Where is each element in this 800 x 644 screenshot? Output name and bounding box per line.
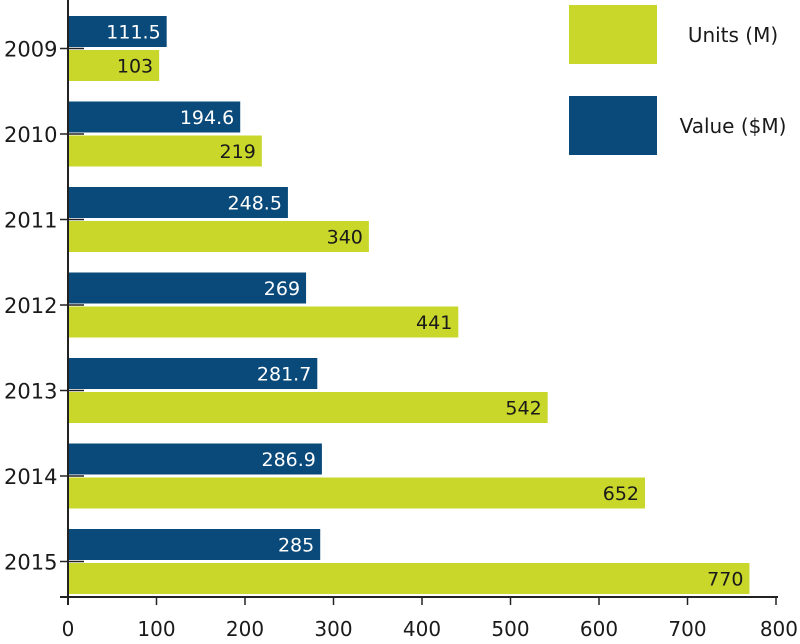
data-label-units-2011: 340 (327, 227, 363, 249)
category-label-2013: 2013 (4, 380, 57, 404)
x-tick-label-500: 500 (491, 617, 529, 641)
bar-value-2009 (68, 16, 167, 47)
legend: Units (M) Value ($M) (569, 5, 786, 155)
data-label-value-2010: 194.6 (180, 107, 234, 129)
bar-value-2010 (68, 101, 241, 133)
category-label-2014: 2014 (4, 465, 57, 489)
data-label-units-2015: 770 (707, 569, 743, 591)
bar-value-2014 (68, 443, 322, 475)
x-tick-label-100: 100 (137, 617, 175, 641)
x-tick-label-200: 200 (226, 617, 264, 641)
x-tick-label-0: 0 (62, 617, 75, 641)
data-label-units-2014: 652 (603, 483, 639, 505)
bar-units-2011 (68, 221, 369, 252)
bar-units-2014 (68, 477, 646, 509)
x-tick-label-700: 700 (668, 617, 706, 641)
data-label-value-2009: 111.5 (106, 22, 160, 44)
legend-label-0: Value ($M) (680, 114, 787, 138)
category-label-2010: 2010 (4, 123, 57, 147)
bars-layer: 111.5 103 194.6 219 248.5 340 269 441 281.7 542 28… (68, 16, 750, 594)
legend-label-1: Units (M) (688, 23, 778, 47)
data-label-units-2010: 219 (220, 141, 256, 163)
bar-units-2013 (68, 392, 548, 423)
data-label-value-2011: 248.5 (228, 193, 282, 215)
bar-units-2012 (68, 306, 459, 338)
category-label-2011: 2011 (4, 209, 57, 233)
x-tick-label-800: 800 (760, 617, 798, 641)
data-label-value-2012: 269 (264, 278, 300, 300)
legend-swatch-0 (569, 96, 657, 155)
bar-value-2012 (68, 272, 307, 304)
data-label-value-2015: 285 (278, 535, 314, 557)
legend-swatch-1 (569, 5, 657, 64)
category-label-2015: 2015 (4, 551, 57, 575)
data-label-units-2012: 441 (416, 312, 452, 334)
data-label-units-2009: 103 (117, 56, 153, 78)
x-tick-label-300: 300 (314, 617, 352, 641)
bar-value-2013 (68, 358, 318, 389)
category-label-2009: 2009 (4, 38, 57, 62)
data-label-value-2013: 281.7 (257, 364, 311, 386)
category-label-2012: 2012 (4, 294, 57, 318)
axes-layer: 2009 2010 2011 2012 2013 2014 2015 0 100 200 300 40… (4, 0, 798, 641)
x-tick-label-600: 600 (580, 617, 618, 641)
bar-units-2010 (68, 135, 262, 167)
bar-value-2015 (68, 529, 321, 560)
bar-units-2015 (68, 563, 750, 594)
x-tick-label-400: 400 (403, 617, 441, 641)
data-label-value-2014: 286.9 (262, 449, 316, 471)
bar-value-2011 (68, 187, 288, 218)
bar-units-2009 (68, 50, 160, 81)
data-label-units-2013: 542 (505, 398, 541, 420)
